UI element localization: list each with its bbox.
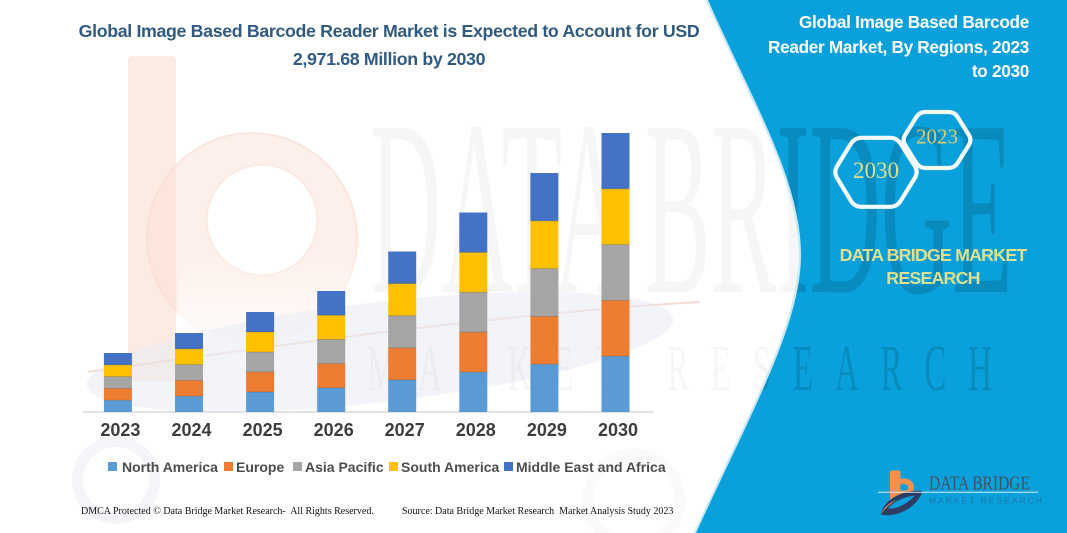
svg-text:2023: 2023	[916, 125, 958, 149]
svg-text:DATA BRIDGE: DATA BRIDGE	[929, 473, 1030, 495]
svg-text:2030: 2030	[853, 158, 899, 183]
svg-text:MARKET RESEARCH: MARKET RESEARCH	[929, 496, 1044, 506]
